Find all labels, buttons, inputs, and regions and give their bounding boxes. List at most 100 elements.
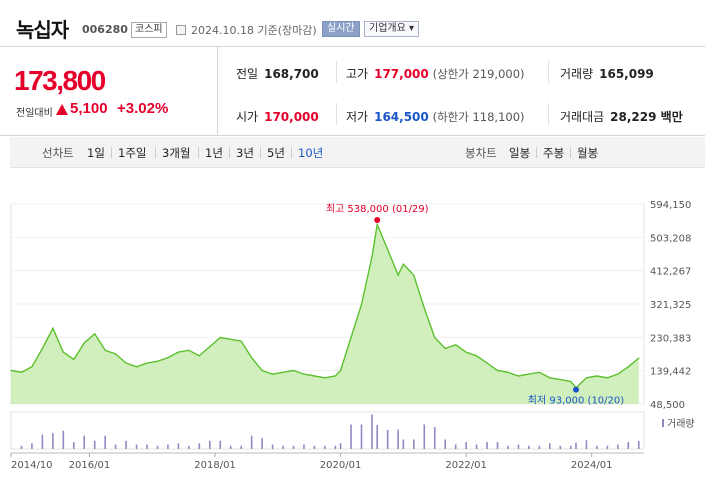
stock-name: 녹십자 xyxy=(16,18,69,42)
price-point xyxy=(188,349,190,351)
volume-bar xyxy=(350,424,352,449)
candle-monthly[interactable]: 월봉 xyxy=(577,146,599,160)
price-point xyxy=(444,347,446,350)
max-marker xyxy=(374,217,381,223)
price-point xyxy=(219,336,221,339)
volume-bar xyxy=(177,443,180,449)
volume-bar xyxy=(62,430,65,449)
volume-bar xyxy=(423,424,426,449)
price-point xyxy=(627,366,629,368)
volume-bar xyxy=(627,442,630,449)
y-tick-label: 230,383 xyxy=(650,333,691,344)
volume-bar xyxy=(292,445,295,449)
volume-bar xyxy=(83,435,86,449)
price-point xyxy=(135,366,138,368)
price-point xyxy=(507,371,509,373)
volume-bar xyxy=(360,424,363,449)
range-1y[interactable]: 1년 xyxy=(205,146,223,160)
price-point xyxy=(528,373,530,375)
price-point xyxy=(313,375,316,377)
price-point xyxy=(402,263,404,265)
volume-bar xyxy=(20,445,23,449)
x-tick-label: 2016/01 xyxy=(69,460,111,471)
price-point xyxy=(324,377,326,379)
range-5y[interactable]: 5년 xyxy=(267,146,285,160)
price-point xyxy=(177,351,180,353)
x-tick-label: 2018/01 xyxy=(194,460,236,471)
price-chart-svg[interactable]: 594,150 503,208 412,267 321,325 230,383 139,4… xyxy=(0,168,705,487)
range-1d[interactable]: 1일 xyxy=(87,146,105,160)
max-label: 최고 538,000 (01/29) xyxy=(326,203,429,215)
volume-bar xyxy=(250,435,253,449)
range-10y[interactable]: 10년 xyxy=(298,146,324,160)
calendar-icon xyxy=(176,25,186,35)
price-point xyxy=(292,369,295,372)
current-price: 173,800 xyxy=(14,65,106,96)
min-marker xyxy=(572,386,579,393)
volume-bar xyxy=(386,430,389,449)
range-1w[interactable]: 1주일 xyxy=(118,146,147,160)
volume-bar xyxy=(229,445,232,449)
price-point xyxy=(52,327,54,329)
price-point xyxy=(559,379,561,381)
price-point xyxy=(549,377,551,379)
price-point xyxy=(94,333,96,335)
candle-weekly[interactable]: 주봉 xyxy=(543,146,565,160)
price-point xyxy=(413,274,415,276)
price-chart[interactable]: 594,150 503,208 412,267 321,325 230,383 139,4… xyxy=(0,168,705,487)
volume-bar xyxy=(397,429,399,449)
candle-daily[interactable]: 일봉 xyxy=(509,146,531,160)
base-date: 2024.10.18 기준(장마감) xyxy=(191,24,317,37)
volume-bar xyxy=(596,445,598,449)
volume-bar xyxy=(413,439,415,449)
volume-bar xyxy=(146,444,148,449)
x-tick-label: 2020/01 xyxy=(320,460,362,471)
volume-bar xyxy=(454,444,457,449)
company-overview-dropdown[interactable]: 기업개요 ▾ xyxy=(364,21,419,37)
volume-bar xyxy=(303,444,305,449)
price-point xyxy=(20,371,23,373)
price-panel: 173,800 전일대비 5,100 +3.02% xyxy=(0,47,218,135)
realtime-button[interactable]: 실시간 xyxy=(322,21,360,37)
price-point xyxy=(31,366,33,368)
volume-legend-swatch xyxy=(662,419,664,427)
y-tick-label: 321,325 xyxy=(650,300,691,311)
price-point xyxy=(455,344,457,346)
volume-bar xyxy=(313,445,316,449)
volume-bar xyxy=(371,414,373,449)
volume-bar xyxy=(575,442,577,449)
volume-bar xyxy=(324,445,326,449)
volume-bar xyxy=(538,445,541,449)
range-3y[interactable]: 3년 xyxy=(236,146,254,160)
price-point xyxy=(146,362,148,364)
line-chart-label: 선차트 xyxy=(42,146,74,160)
price-point xyxy=(73,358,75,361)
price-point xyxy=(261,369,263,372)
chart-toolbar: 선차트 1일 1주일 3개월 1년 3년 5년 10년 봉차트 일봉 주봉 월봉 xyxy=(10,137,705,168)
price-point xyxy=(596,375,598,377)
price-point xyxy=(125,362,127,364)
volume-bar xyxy=(219,440,222,449)
price-point xyxy=(339,369,342,372)
price-point xyxy=(638,357,640,359)
price-point xyxy=(434,336,436,339)
price-point xyxy=(465,351,467,353)
volume-bar xyxy=(282,445,284,449)
price-point xyxy=(156,360,159,362)
volume-bar xyxy=(585,440,588,449)
stat-low: 저가 164,500 (하한가 118,100) xyxy=(346,110,525,124)
y-tick-label: 139,442 xyxy=(650,367,691,378)
stock-header: 녹십자 006280 코스피 2024.10.18 기준(장마감) 실시간 기업… xyxy=(0,0,705,46)
price-point xyxy=(397,274,399,276)
volume-bar xyxy=(433,427,436,449)
volume-bar xyxy=(125,440,127,449)
y-tick-label: 594,150 xyxy=(650,200,691,211)
change-label: 전일대비 xyxy=(16,108,53,119)
volume-bar xyxy=(637,441,640,449)
y-tick-label: 48,500 xyxy=(650,400,685,411)
price-point xyxy=(517,375,520,377)
range-3m[interactable]: 3개월 xyxy=(162,146,191,160)
candle-chart-label: 봉차트 xyxy=(465,146,497,160)
volume-bar xyxy=(72,442,75,449)
price-point xyxy=(83,342,85,344)
